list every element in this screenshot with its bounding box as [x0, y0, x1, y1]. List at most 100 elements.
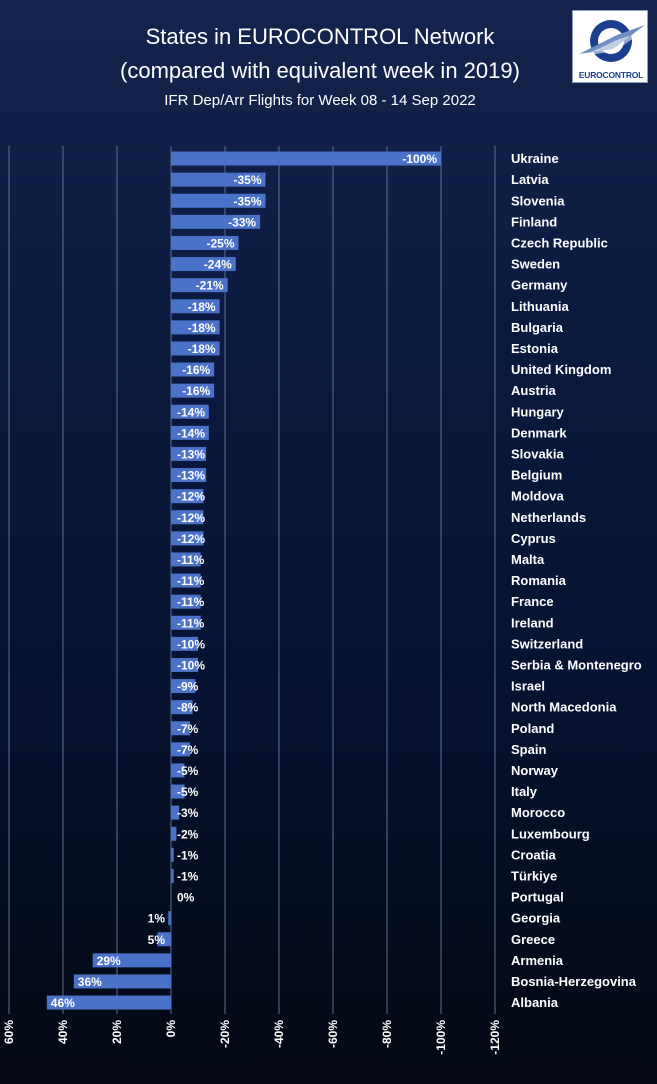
x-tick-label: 0%: [164, 1020, 178, 1038]
eurocontrol-emblem-icon: [579, 20, 645, 62]
data-label: -14%: [177, 426, 205, 440]
bar: [171, 615, 201, 630]
data-label: -35%: [233, 194, 261, 208]
data-label: -8%: [177, 701, 199, 715]
data-label: -7%: [177, 743, 199, 757]
bar: [171, 214, 261, 229]
data-label: -18%: [188, 342, 216, 356]
bar: [171, 742, 190, 757]
x-tick-label: 40%: [56, 1020, 70, 1044]
data-label: 29%: [97, 954, 121, 968]
bar: [171, 805, 180, 820]
category-label: Greece: [511, 932, 555, 947]
chart-title: States in EUROCONTROL Network: [145, 24, 495, 49]
data-label: -11%: [177, 595, 205, 609]
bar: [73, 974, 171, 989]
category-label: Armenia: [511, 953, 564, 968]
data-label: -14%: [177, 405, 205, 419]
category-label: Romania: [511, 573, 567, 588]
data-label: -1%: [177, 869, 199, 883]
eurocontrol-logo: EUROCONTROL: [572, 10, 648, 83]
bar: [171, 341, 220, 356]
data-label: 36%: [78, 975, 102, 989]
bar: [171, 151, 441, 166]
bar: [171, 573, 201, 588]
category-label: Switzerland: [511, 636, 583, 651]
category-label: Denmark: [511, 425, 567, 440]
category-label: Türkiye: [511, 868, 557, 883]
chart-subtitle: (compared with equivalent week in 2019): [120, 58, 520, 83]
data-label: -11%: [177, 574, 205, 588]
data-label: -12%: [177, 490, 205, 504]
data-label: -21%: [196, 279, 224, 293]
bar: [92, 953, 171, 968]
bar: [171, 404, 209, 419]
category-label: Finland: [511, 214, 557, 229]
logo-wordmark: EUROCONTROL: [578, 70, 644, 80]
data-label: -16%: [182, 363, 210, 377]
data-label: -5%: [177, 785, 199, 799]
bar: [171, 278, 228, 293]
bar: [168, 911, 171, 926]
bar: [157, 932, 171, 947]
category-label: Bosnia-Herzegovina: [511, 974, 637, 989]
category-label: Georgia: [511, 911, 561, 926]
data-label: 5%: [148, 933, 166, 947]
category-label: North Macedonia: [511, 700, 617, 715]
category-label: Austria: [511, 383, 557, 398]
category-label: Albania: [511, 995, 559, 1010]
bar: [171, 235, 239, 250]
x-tick-label: -20%: [218, 1020, 232, 1048]
category-label: Cyprus: [511, 531, 556, 546]
bar: [171, 784, 185, 799]
data-label: -24%: [204, 258, 232, 272]
data-label: -2%: [177, 827, 199, 841]
bar: [171, 446, 207, 461]
bar: [171, 700, 193, 715]
data-label: -11%: [177, 553, 205, 567]
category-label: Serbia & Montenegro: [511, 657, 642, 672]
category-label: Italy: [511, 784, 538, 799]
data-label: -100%: [402, 152, 437, 166]
data-label: 1%: [148, 912, 166, 926]
x-tick-label: -100%: [434, 1020, 448, 1055]
bar: [171, 193, 266, 208]
category-label: Sweden: [511, 257, 560, 272]
category-label: Croatia: [511, 847, 557, 862]
data-label: -13%: [177, 447, 205, 461]
x-tick-label: -40%: [272, 1020, 286, 1048]
data-label: -10%: [177, 658, 205, 672]
category-label: Hungary: [511, 404, 565, 419]
data-label: -35%: [233, 173, 261, 187]
category-label: Estonia: [511, 341, 559, 356]
bar: [171, 468, 207, 483]
bar: [171, 531, 204, 546]
bar: [171, 320, 220, 335]
category-label: Slovenia: [511, 193, 565, 208]
x-tick-label: 20%: [110, 1020, 124, 1044]
data-label: -9%: [177, 680, 199, 694]
category-label: Czech Republic: [511, 235, 608, 250]
x-tick-label: -80%: [380, 1020, 394, 1048]
bar: [171, 172, 266, 187]
x-tick-label: -60%: [326, 1020, 340, 1048]
bar: [171, 636, 198, 651]
data-label: -5%: [177, 764, 199, 778]
bar: [171, 657, 198, 672]
category-label: Ireland: [511, 615, 554, 630]
category-label: United Kingdom: [511, 362, 611, 377]
category-label: Lithuania: [511, 299, 570, 314]
bar: [171, 868, 174, 883]
category-label: Malta: [511, 552, 545, 567]
bar: [171, 847, 174, 862]
category-label: Portugal: [511, 890, 564, 905]
category-label: Bulgaria: [511, 320, 564, 335]
data-label: -33%: [228, 215, 256, 229]
bar: [171, 679, 196, 694]
data-label: -3%: [177, 806, 199, 820]
data-label: -7%: [177, 722, 199, 736]
bar: [171, 826, 177, 841]
category-label: Luxembourg: [511, 826, 590, 841]
